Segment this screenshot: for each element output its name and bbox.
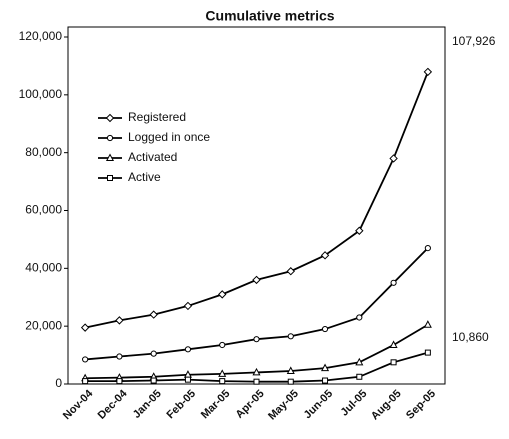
point — [184, 376, 191, 383]
point — [423, 320, 432, 328]
point — [287, 333, 294, 340]
point — [355, 226, 364, 235]
point — [389, 154, 398, 163]
legend-label: Active — [128, 170, 161, 184]
point — [80, 323, 90, 332]
y-tick-label: 100,000 — [19, 87, 63, 101]
point — [105, 113, 115, 123]
point — [105, 153, 115, 161]
point — [107, 175, 113, 181]
legend-label: Registered — [128, 110, 186, 124]
point — [150, 377, 157, 384]
y-tick-label: 60,000 — [25, 203, 62, 217]
point — [115, 316, 124, 325]
y-tick-label: 0 — [55, 376, 62, 390]
point — [286, 267, 295, 276]
point — [424, 244, 431, 252]
point — [183, 301, 193, 311]
point — [321, 325, 329, 333]
point — [322, 377, 329, 384]
point — [320, 251, 330, 260]
annotation: 10,860 — [452, 330, 489, 344]
point — [106, 134, 114, 142]
point — [116, 353, 123, 360]
point — [424, 349, 431, 356]
legend-label: Activated — [128, 150, 177, 164]
point — [252, 367, 261, 376]
point — [253, 336, 260, 343]
point — [116, 378, 123, 385]
point — [286, 366, 295, 374]
point — [219, 341, 226, 349]
point — [389, 340, 398, 348]
point — [219, 378, 226, 385]
point — [82, 356, 89, 363]
point — [356, 373, 363, 380]
annotation: 107,926 — [452, 34, 496, 48]
point — [150, 350, 157, 357]
y-tick-label: 80,000 — [25, 145, 62, 159]
legend-label: Logged in once — [128, 130, 210, 144]
y-tick-label: 20,000 — [25, 318, 62, 332]
point — [82, 378, 89, 385]
point — [218, 290, 227, 299]
point — [390, 359, 397, 366]
point — [218, 369, 227, 377]
point — [321, 363, 330, 372]
point — [355, 357, 364, 366]
point — [253, 378, 260, 385]
y-tick-label: 120,000 — [19, 29, 63, 43]
y-tick-label: 40,000 — [25, 261, 62, 275]
point — [390, 279, 397, 286]
point — [252, 275, 261, 285]
point — [287, 378, 294, 385]
point — [184, 346, 192, 353]
chart-title: Cumulative metrics — [205, 8, 334, 24]
point — [149, 310, 158, 319]
point — [356, 314, 363, 321]
point — [423, 67, 433, 77]
